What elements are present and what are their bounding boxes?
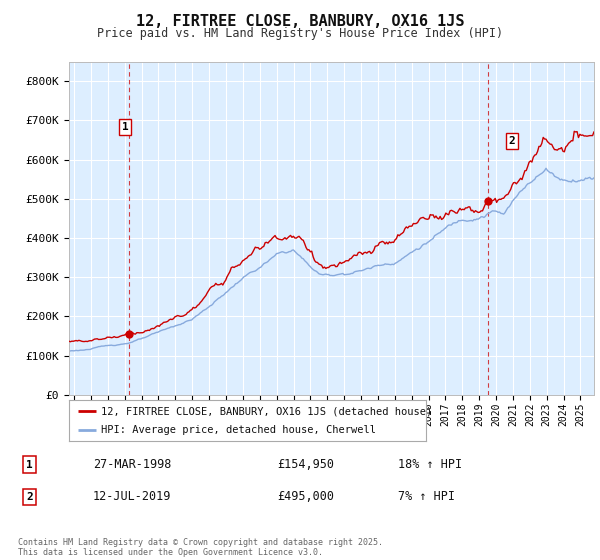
Text: 1: 1 bbox=[122, 122, 128, 132]
Text: 1: 1 bbox=[26, 460, 32, 469]
Text: 12-JUL-2019: 12-JUL-2019 bbox=[92, 491, 171, 503]
Text: 2: 2 bbox=[26, 492, 32, 502]
Text: Price paid vs. HM Land Registry's House Price Index (HPI): Price paid vs. HM Land Registry's House … bbox=[97, 27, 503, 40]
Text: 7% ↑ HPI: 7% ↑ HPI bbox=[398, 491, 455, 503]
Text: 2: 2 bbox=[508, 136, 515, 146]
Text: £495,000: £495,000 bbox=[277, 491, 334, 503]
Text: 12, FIRTREE CLOSE, BANBURY, OX16 1JS (detached house): 12, FIRTREE CLOSE, BANBURY, OX16 1JS (de… bbox=[101, 407, 433, 416]
Text: £154,950: £154,950 bbox=[277, 458, 334, 471]
Text: 12, FIRTREE CLOSE, BANBURY, OX16 1JS: 12, FIRTREE CLOSE, BANBURY, OX16 1JS bbox=[136, 14, 464, 29]
Text: Contains HM Land Registry data © Crown copyright and database right 2025.
This d: Contains HM Land Registry data © Crown c… bbox=[18, 538, 383, 557]
Text: 27-MAR-1998: 27-MAR-1998 bbox=[92, 458, 171, 471]
Text: HPI: Average price, detached house, Cherwell: HPI: Average price, detached house, Cher… bbox=[101, 425, 376, 435]
Text: 18% ↑ HPI: 18% ↑ HPI bbox=[398, 458, 462, 471]
